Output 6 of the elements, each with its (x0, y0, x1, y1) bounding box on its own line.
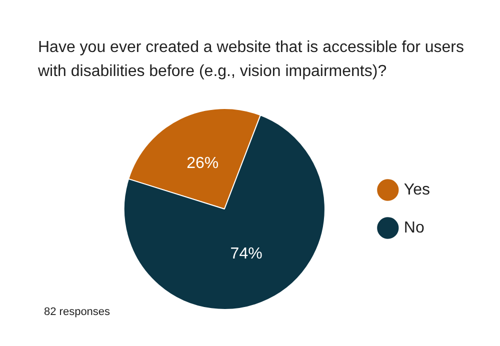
legend-label: Yes (404, 181, 430, 198)
legend-label: No (404, 219, 424, 236)
chart-title: Have you ever created a website that is accessible for users with disabilities before (e.g., vision impairments)? (38, 38, 465, 82)
data-label: 26% (186, 155, 219, 172)
data-label: 74% (230, 246, 262, 263)
text: 82 responses (44, 306, 110, 318)
